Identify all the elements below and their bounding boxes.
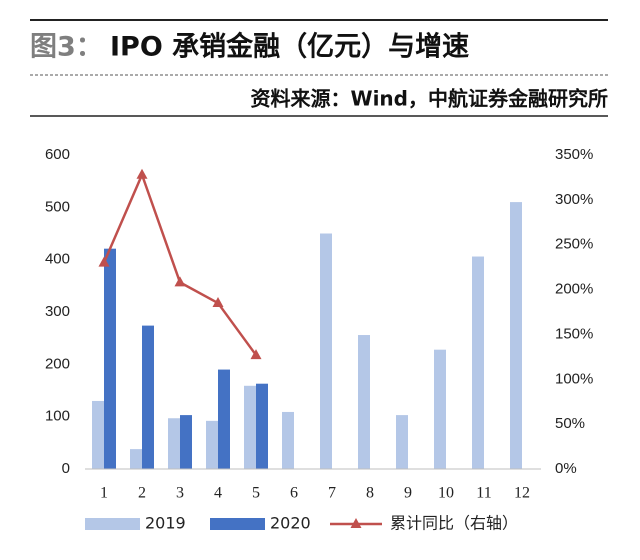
y-tick-label: 400 [45, 251, 70, 268]
bar [256, 383, 268, 469]
x-tick-label: 3 [176, 485, 184, 502]
chart-subtitle: 资料来源：Wind，中航证券金融研究所 [251, 87, 608, 111]
y2-tick-label: 50% [555, 415, 585, 432]
y2-tick-label: 100% [555, 370, 593, 387]
legend-swatch [85, 518, 140, 530]
bar [396, 415, 408, 469]
y2-tick-label: 350% [555, 146, 593, 163]
x-tick-label: 12 [514, 485, 530, 502]
y2-tick-label: 0% [555, 460, 577, 477]
line-marker [98, 256, 110, 267]
bar [472, 256, 484, 469]
legend-label: 2019 [145, 514, 186, 533]
x-tick-label: 9 [404, 485, 412, 502]
legend-label: 2020 [270, 514, 311, 533]
legend-marker [350, 518, 362, 528]
x-tick-label: 8 [366, 485, 374, 502]
bar [104, 248, 116, 469]
bar [206, 420, 218, 469]
bar [358, 335, 370, 469]
bar [510, 202, 522, 469]
bar [142, 325, 154, 469]
y2-tick-label: 250% [555, 236, 593, 253]
y2-tick-label: 200% [555, 281, 593, 298]
y-tick-label: 300 [45, 303, 70, 320]
bar [434, 349, 446, 469]
x-tick-label: 5 [252, 485, 260, 502]
bar [168, 418, 180, 469]
line-marker [136, 168, 148, 179]
bar [320, 233, 332, 469]
y-tick-label: 200 [45, 355, 70, 372]
line-marker [250, 349, 262, 360]
line [102, 171, 258, 356]
y2-tick-label: 300% [555, 191, 593, 208]
line-marker [174, 276, 186, 287]
x-tick-label: 6 [290, 485, 298, 502]
legend-swatch [210, 518, 265, 530]
x-tick-label: 1 [100, 485, 108, 502]
x-tick-label: 4 [214, 485, 222, 502]
figure-label: 图3： [30, 32, 103, 63]
x-tick-label: 2 [138, 485, 146, 502]
bar [244, 385, 256, 469]
chart-title: IPO 承销金融（亿元）与增速 [110, 31, 469, 63]
y-tick-label: 100 [45, 408, 70, 425]
bar [92, 400, 104, 469]
x-tick-label: 10 [438, 485, 454, 502]
y-tick-label: 600 [45, 146, 70, 163]
x-tick-label: 7 [328, 485, 336, 502]
y-tick-label: 0 [62, 460, 70, 477]
legend-label: 累计同比（右轴） [390, 514, 518, 533]
bar [282, 411, 294, 469]
x-tick-label: 11 [476, 485, 491, 502]
bar [218, 369, 230, 469]
y-tick-label: 500 [45, 198, 70, 215]
line-marker [212, 297, 224, 308]
bar [180, 415, 192, 469]
bar [130, 449, 142, 469]
y2-tick-label: 150% [555, 325, 593, 342]
